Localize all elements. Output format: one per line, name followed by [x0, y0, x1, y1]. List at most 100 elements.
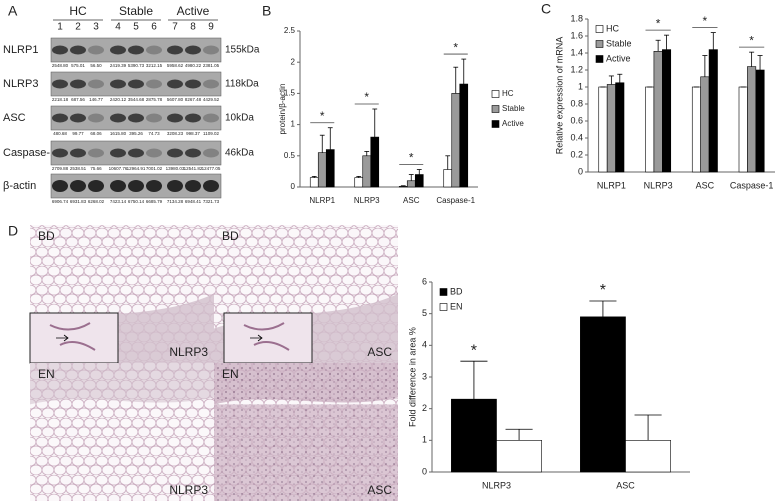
quant-value: 2420.12 — [110, 97, 127, 102]
stain-label: ASC — [367, 483, 392, 497]
error-bar — [356, 175, 362, 178]
bar — [645, 86, 655, 173]
blot-band — [203, 148, 219, 158]
blot-band — [110, 180, 126, 192]
x-tick-label: NLRP3 — [482, 480, 511, 490]
y-tick-label: 0 — [291, 182, 296, 191]
y-tick-label: 1.6 — [570, 30, 583, 40]
error-bar — [749, 51, 755, 67]
y-tick-label: 3 — [422, 371, 427, 381]
quant-value: 2548.80 — [52, 63, 69, 68]
inset-arrow — [250, 334, 263, 342]
quant-value: 5958.62 — [167, 63, 184, 68]
group-label: EN — [38, 367, 55, 381]
protein-label: NLRP1 — [3, 44, 38, 56]
lane-number: 8 — [190, 22, 196, 33]
protein-label: ASC — [3, 112, 26, 124]
legend-swatch — [439, 288, 448, 296]
quant-value: 395.26 — [129, 131, 143, 136]
error-bar — [364, 151, 370, 156]
bar — [662, 49, 672, 173]
quant-value: 3212.15 — [146, 63, 163, 68]
quant-value: 4429.52 — [203, 97, 220, 102]
y-tick-label: 4 — [422, 340, 427, 350]
quant-value: 5390.73 — [128, 63, 145, 68]
quant-value: 12964.91 — [127, 166, 146, 171]
y-tick-label: 0.5 — [284, 151, 296, 160]
quant-value: 1615.80 — [110, 131, 127, 136]
x-tick-label: NLRP3 — [644, 180, 673, 190]
error-bar — [311, 175, 317, 178]
quant-value: 6268.02 — [88, 199, 105, 204]
quant-value: 3544.68 — [128, 97, 145, 102]
group-label: BD — [38, 229, 55, 243]
significance-star: * — [453, 40, 458, 54]
y-tick-label: 2 — [422, 403, 427, 413]
group-label: BD — [222, 229, 239, 243]
y-tick-label: 2 — [291, 57, 296, 66]
quant-value: 68.06 — [90, 131, 102, 136]
y-tick-label: 0.6 — [570, 115, 583, 125]
bar — [700, 76, 710, 173]
blot-band — [203, 79, 219, 89]
x-tick-label: ASC — [403, 196, 420, 205]
bar — [606, 84, 616, 173]
blot-band — [110, 45, 126, 55]
blot-band — [185, 180, 201, 192]
blot-band — [70, 148, 86, 158]
blot-band — [167, 113, 183, 123]
bar — [580, 316, 626, 473]
quant-value: 74.73 — [148, 131, 160, 136]
legend-swatch — [491, 90, 500, 98]
tissue-region — [214, 404, 398, 501]
quant-value: 10607.76 — [109, 166, 128, 171]
bar — [325, 149, 335, 188]
y-tick-label: 6 — [422, 276, 427, 286]
error-bar — [453, 66, 459, 94]
error-bar — [702, 55, 708, 77]
error-bar — [460, 360, 488, 400]
band-size: 155kDa — [225, 45, 260, 56]
blot-band — [128, 113, 144, 123]
error-bar — [617, 73, 623, 83]
quant-value: 6931.83 — [70, 199, 87, 204]
bar — [414, 174, 424, 188]
inset-image — [223, 312, 313, 364]
significance-star: * — [749, 33, 754, 47]
bar — [738, 86, 748, 173]
lane-number: 5 — [133, 22, 139, 33]
band-size: 118kDa — [225, 79, 259, 90]
quant-value: 6750.14 — [128, 199, 145, 204]
quant-value: 480.68 — [53, 131, 67, 136]
quant-value: 6948.41 — [185, 199, 202, 204]
blot-band — [70, 45, 86, 55]
y-tick-label: 1 — [578, 81, 583, 91]
blot-band — [110, 148, 126, 158]
quant-value: 6906.74 — [52, 199, 69, 204]
y-tick-label: 2.5 — [284, 26, 296, 35]
lane-number: 1 — [57, 22, 63, 33]
x-tick-label: NLRP1 — [309, 196, 335, 205]
error-bar — [634, 414, 662, 441]
stain-label: ASC — [367, 345, 392, 359]
error-bar — [589, 300, 617, 317]
blot-band — [185, 45, 201, 55]
blot-band — [88, 148, 104, 158]
error-bar — [327, 127, 333, 150]
quant-value: 1109.02 — [203, 131, 219, 136]
blot-band — [185, 79, 201, 89]
quant-value: 7001.02 — [146, 166, 163, 171]
stain-label: NLRP3 — [169, 345, 208, 359]
significance-star: * — [703, 14, 708, 28]
legend-swatch — [491, 105, 500, 113]
blot-band — [167, 180, 183, 192]
blot-band — [52, 148, 68, 158]
legend-label: Active — [502, 119, 524, 128]
quant-value: 5607.80 — [167, 97, 184, 102]
error-bar — [461, 58, 467, 85]
blot-band — [88, 45, 104, 55]
blot-band — [146, 45, 162, 55]
panel-label: B — [262, 3, 271, 19]
y-tick-label: 0.8 — [570, 98, 583, 108]
blot-band — [146, 148, 162, 158]
